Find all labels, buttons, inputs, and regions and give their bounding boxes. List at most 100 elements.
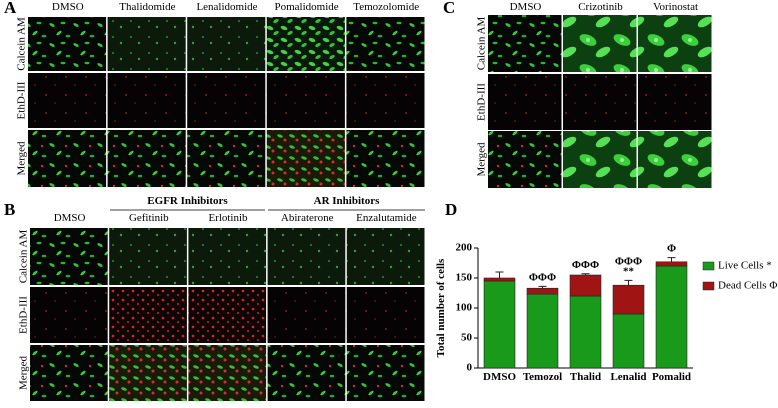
column-label: Lenalidomide — [196, 1, 257, 13]
micrograph — [266, 17, 345, 71]
micrograph — [563, 74, 637, 130]
micrograph — [187, 17, 266, 71]
micrograph — [188, 228, 267, 285]
y-axis-label: Total number of cells — [435, 258, 447, 357]
micrograph — [346, 17, 425, 71]
micrograph — [638, 74, 712, 130]
y-tick-label: 200 — [456, 242, 473, 254]
bar-segment — [612, 313, 645, 369]
bar-segment — [612, 284, 645, 315]
column-label: Temozolomide — [353, 1, 419, 13]
column-label: Pomalidomide — [275, 1, 339, 13]
panel-label: A — [4, 0, 17, 17]
micrograph — [107, 73, 186, 128]
micrograph — [488, 74, 562, 130]
bar-segment — [655, 265, 688, 369]
legend-swatch — [702, 261, 715, 271]
x-tick-label: Temozol — [523, 371, 562, 383]
micrograph — [30, 287, 108, 343]
error-bar — [538, 285, 547, 289]
bar-segment — [526, 287, 559, 295]
micrograph — [28, 73, 107, 128]
column-label: Thalidomide — [119, 1, 175, 13]
row-label: EthD-III — [16, 81, 28, 119]
micrograph — [187, 130, 266, 187]
y-tick-label: 150 — [456, 272, 473, 284]
error-bar — [495, 271, 504, 278]
row-label: Calcein AM — [18, 230, 30, 284]
column-label: Vorinostat — [653, 1, 698, 13]
y-tick-label: 50 — [461, 332, 473, 344]
legend-label: Dead Cells Φ — [718, 280, 777, 292]
annotation: ΦΦΦ — [615, 255, 642, 267]
row-label: Merged — [18, 355, 30, 390]
micrograph — [346, 228, 425, 285]
annotation: Φ — [667, 243, 676, 255]
micrograph — [188, 345, 267, 401]
x-tick-label: DMSO — [483, 371, 516, 383]
annotation: ΦΦΦ — [572, 259, 599, 271]
legend-swatch — [702, 281, 715, 291]
panel-label: B — [4, 200, 15, 219]
micrograph — [346, 130, 425, 187]
column-label: DMSO — [54, 212, 86, 224]
bar-segment — [483, 277, 516, 282]
x-tick-label: Pomalid — [652, 371, 691, 383]
micrograph — [267, 287, 346, 343]
micrograph — [266, 130, 345, 187]
micrograph — [488, 15, 562, 72]
micrograph — [109, 287, 187, 343]
micrograph — [563, 15, 637, 72]
row-label: Merged — [476, 142, 488, 177]
micrograph — [187, 73, 266, 128]
micrograph — [267, 228, 346, 285]
micrograph — [107, 130, 186, 187]
column-label: DMSO — [510, 1, 542, 13]
x-tick-label: Thalid — [570, 371, 601, 383]
annotation: ΦΦΦ — [529, 271, 556, 283]
micrograph — [109, 228, 187, 285]
row-label: EthD-III — [18, 296, 30, 334]
row-label: Calcein AM — [16, 17, 28, 71]
group-label: EGFR Inhibitors — [147, 195, 228, 207]
micrograph — [28, 17, 107, 71]
legend-label: Live Cells * — [718, 260, 772, 272]
annotation: ** — [623, 265, 635, 277]
y-tick-label: 0 — [467, 362, 473, 374]
panel-label: D — [445, 200, 457, 219]
micrograph — [346, 73, 425, 128]
micrograph — [638, 131, 712, 188]
bar-segment — [526, 293, 559, 369]
micrograph — [267, 345, 346, 401]
bar-segment — [569, 274, 602, 297]
bar-segment — [655, 261, 688, 267]
column-label: Enzalutamide — [356, 212, 417, 224]
micrograph — [638, 15, 712, 72]
column-label: Erlotinib — [208, 212, 248, 224]
figure-body: A B C D DMSO Thalidomide Lenalidomide Pomalidom… — [4, 0, 777, 401]
micrograph — [28, 130, 107, 187]
micrograph — [109, 345, 187, 401]
micrograph — [30, 345, 108, 401]
column-label: DMSO — [52, 1, 84, 13]
column-label: Abiraterone — [281, 212, 334, 224]
micrograph — [30, 228, 108, 285]
error-bar — [667, 257, 676, 262]
micrograph — [266, 73, 345, 128]
micrograph — [346, 287, 425, 343]
micrograph — [107, 17, 186, 71]
bar-segment — [569, 295, 602, 369]
micrograph — [563, 131, 637, 188]
panel-label: C — [443, 0, 455, 17]
y-tick-label: 100 — [456, 302, 473, 314]
micrograph — [346, 345, 425, 401]
x-tick-label: Lenalid — [610, 371, 646, 383]
column-label: Crizotinib — [578, 1, 623, 13]
row-label: EthD-III — [476, 83, 488, 121]
column-label: Gefitinib — [129, 212, 169, 224]
bar-segment — [483, 280, 516, 369]
micrograph — [488, 131, 562, 188]
error-bar — [581, 273, 590, 275]
row-label: Calcein AM — [476, 17, 488, 71]
